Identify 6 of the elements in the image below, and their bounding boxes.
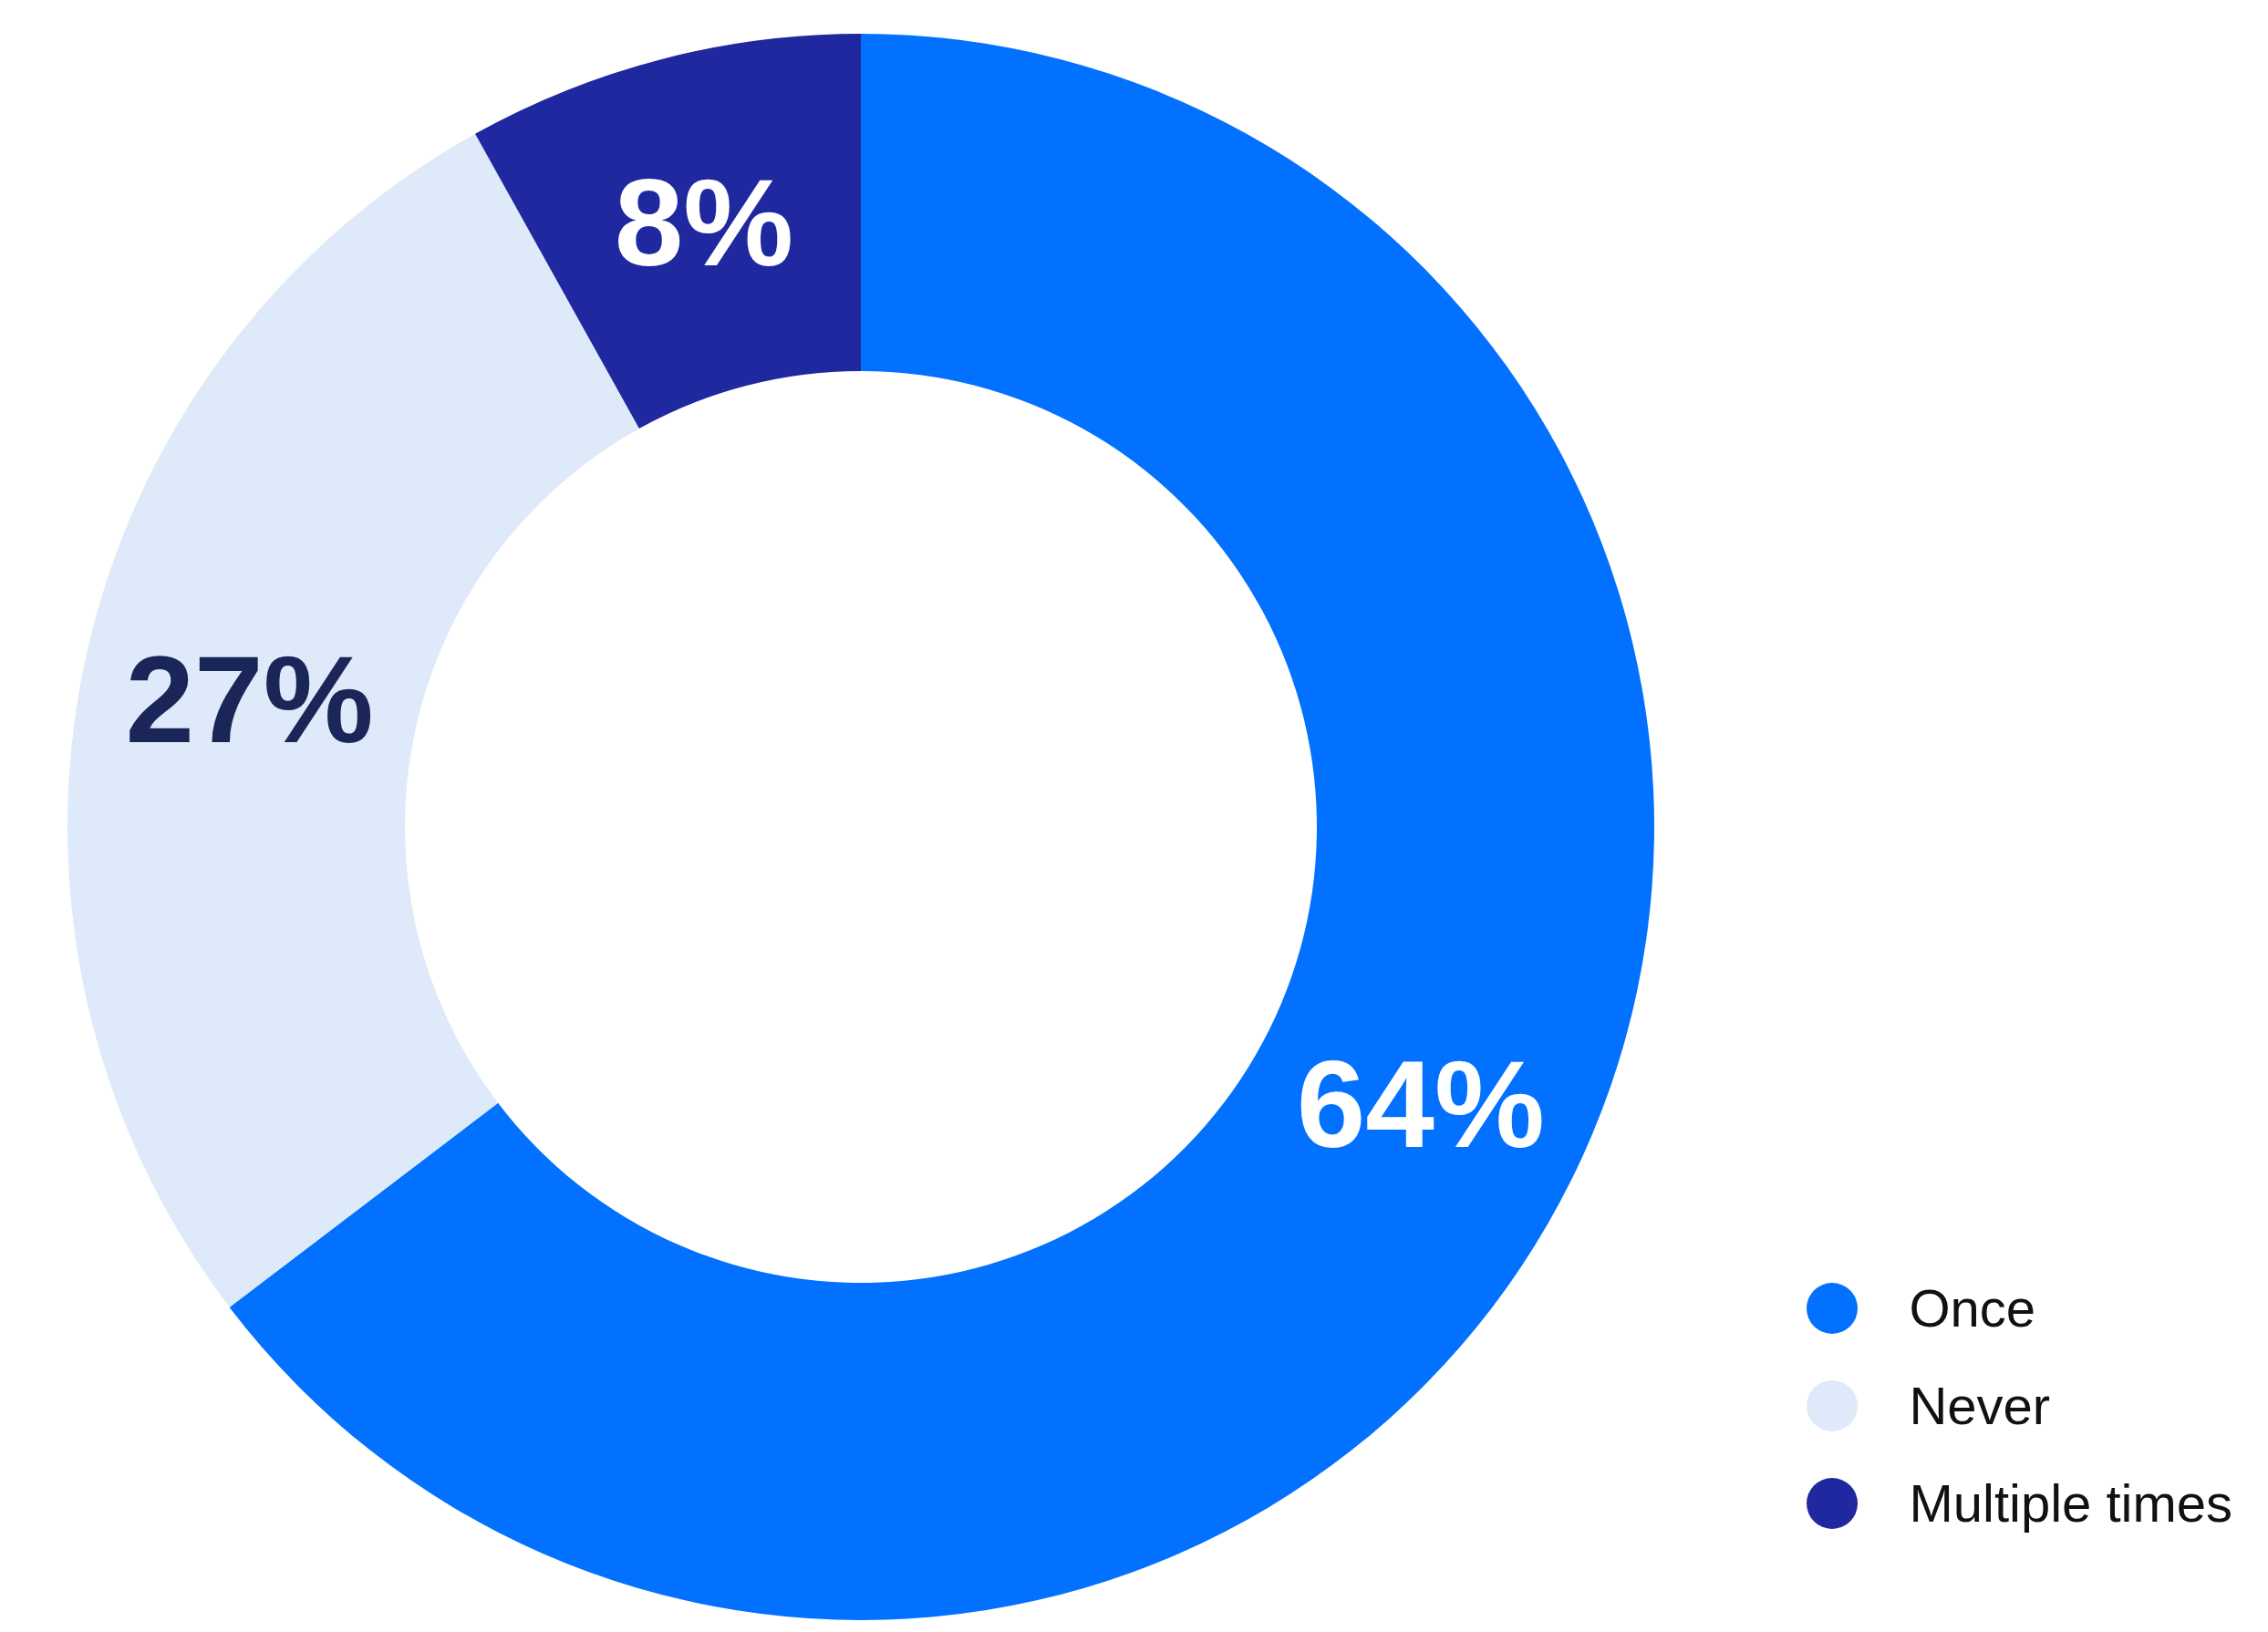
legend-label: Once [1909, 1277, 2036, 1338]
data-label: 8% [614, 152, 794, 292]
legend-label: Multiple times [1909, 1472, 2232, 1534]
legend-label: Never [1909, 1375, 2051, 1436]
data-label: 27% [125, 629, 374, 769]
data-label: 64% [1296, 1035, 1545, 1174]
